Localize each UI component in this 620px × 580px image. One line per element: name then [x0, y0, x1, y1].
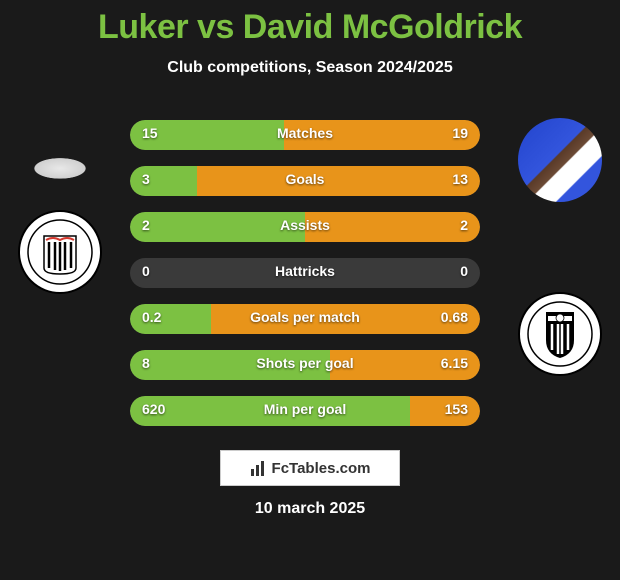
stat-row: 313Goals: [130, 166, 480, 196]
avatar-photo: [518, 118, 602, 202]
page-title: Luker vs David McGoldrick: [0, 0, 620, 47]
avatar-placeholder-icon: [18, 118, 102, 202]
stat-row: 86.15Shots per goal: [130, 350, 480, 380]
chart-icon: [250, 459, 268, 477]
stat-label: Assists: [130, 217, 480, 233]
stat-label: Hattricks: [130, 263, 480, 279]
brand-logo[interactable]: FcTables.com: [220, 450, 400, 486]
grimsby-badge-icon: [18, 210, 102, 294]
stat-row: 00Hattricks: [130, 258, 480, 288]
stat-row: 22Assists: [130, 212, 480, 242]
club-badge-left: [18, 210, 102, 294]
player-left-avatar: [18, 118, 102, 202]
player-right-avatar: [518, 118, 602, 202]
stat-row: 0.20.68Goals per match: [130, 304, 480, 334]
stat-label: Min per goal: [130, 401, 480, 417]
club-badge-right: [518, 292, 602, 376]
brand-text: FcTables.com: [272, 460, 371, 477]
stat-label: Matches: [130, 125, 480, 141]
stat-label: Goals: [130, 171, 480, 187]
subtitle: Club competitions, Season 2024/2025: [0, 59, 620, 77]
stat-row: 620153Min per goal: [130, 396, 480, 426]
stat-row: 1519Matches: [130, 120, 480, 150]
stat-label: Shots per goal: [130, 355, 480, 371]
footer-date: 10 march 2025: [0, 500, 620, 518]
notts-county-badge-icon: [518, 292, 602, 376]
stats-container: 1519Matches 313Goals 22Assists 00Hattricks 0…: [130, 120, 480, 442]
stat-label: Goals per match: [130, 309, 480, 325]
